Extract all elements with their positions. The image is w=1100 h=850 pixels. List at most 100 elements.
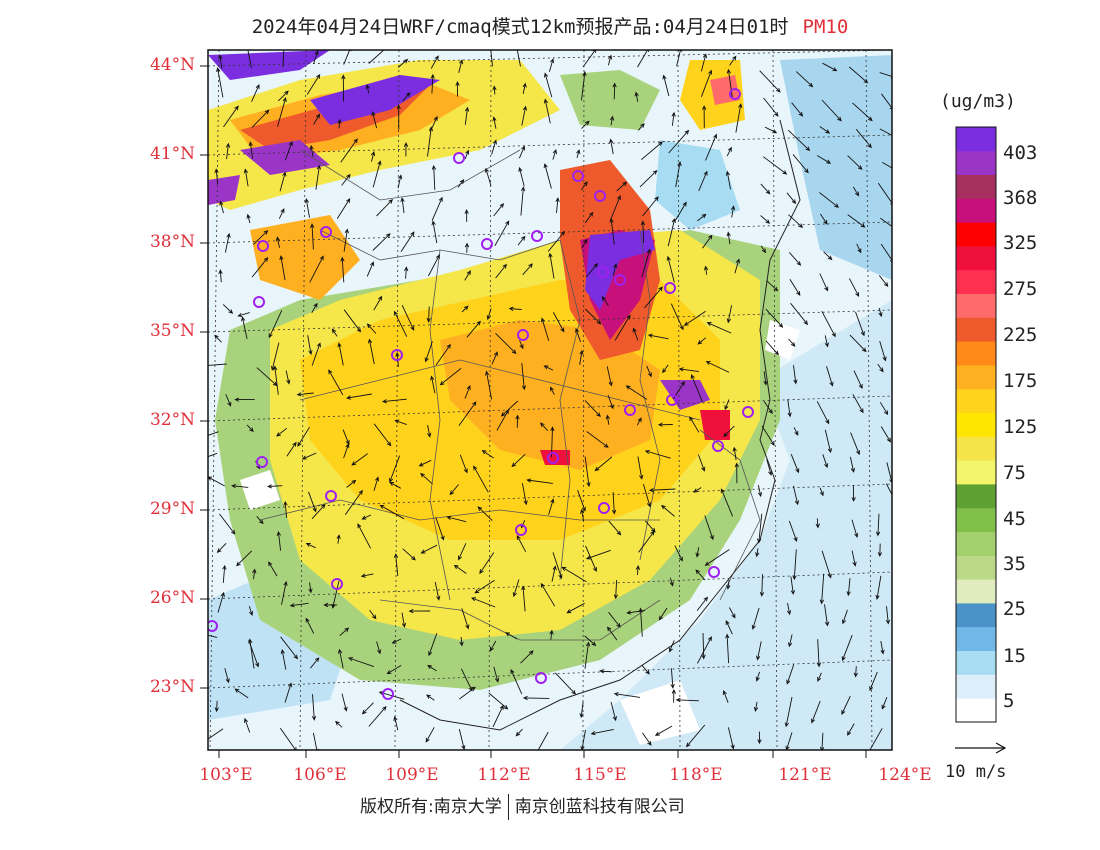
colorbar-swatch	[956, 484, 996, 509]
lat-label-29: 29°N	[149, 499, 195, 519]
lat-label-44: 44°N	[149, 55, 195, 75]
wind-arrow	[878, 275, 889, 288]
wind-arrow	[273, 365, 279, 395]
wind-arrow	[518, 166, 525, 187]
wind-arrow	[581, 71, 587, 101]
wind-arrow	[826, 366, 834, 387]
wind-arrow	[279, 171, 287, 192]
wind-arrow	[368, 50, 385, 64]
wind-arrow	[237, 312, 250, 318]
colorbar-swatch	[956, 365, 996, 390]
wind-arrow	[855, 128, 872, 149]
wind-arrow	[581, 120, 590, 129]
wind-arrow	[675, 697, 699, 703]
wind-arrow	[348, 657, 374, 668]
wind-arrow	[763, 156, 788, 175]
wind-arrow	[625, 385, 648, 400]
wind-arrow	[693, 487, 702, 493]
wind-arrow	[704, 549, 730, 566]
colorbar-swatch	[956, 198, 996, 223]
wind-arrow	[599, 669, 612, 674]
wind-arrow	[280, 648, 287, 670]
wind-arrow	[550, 386, 555, 395]
wind-arrow	[787, 399, 792, 418]
lon-label-103: 103°E	[199, 765, 253, 785]
wind-arrow	[283, 500, 288, 518]
wind-arrow	[606, 626, 618, 641]
colorbar-swatch	[956, 531, 996, 556]
wind-arrow	[425, 727, 435, 743]
wind-arrow	[726, 68, 733, 98]
wind-arrow	[308, 582, 313, 594]
city-marker	[572, 170, 584, 182]
wind-arrow	[308, 491, 317, 513]
wind-arrow	[788, 252, 802, 266]
wind-arrow	[284, 682, 293, 703]
wind-arrow	[464, 270, 471, 281]
wind-arrow	[638, 607, 643, 637]
wind-arrow	[554, 672, 577, 695]
wind-arrow	[366, 261, 375, 277]
wind-arrow	[763, 97, 779, 117]
wind-arrow	[457, 178, 465, 188]
wind-arrow	[561, 566, 587, 583]
wind-arrow	[675, 201, 687, 221]
wind-arrow	[792, 154, 809, 174]
lat-label-41: 41°N	[149, 144, 195, 164]
wind-arrow	[764, 126, 778, 134]
wind-arrow	[521, 585, 526, 612]
wind-arrow	[724, 399, 730, 411]
wind-arrow	[609, 138, 614, 155]
wind-arrow	[819, 273, 829, 292]
city-marker	[624, 404, 636, 416]
colorbar-swatch	[956, 317, 996, 342]
copyright-right: 南京创蓝科技有限公司	[514, 797, 685, 817]
colorbar-label: 75	[1003, 462, 1026, 484]
wind-arrow	[490, 50, 493, 67]
wind-arrow	[505, 632, 518, 640]
wind-arrow	[579, 349, 584, 365]
wind-arrow	[341, 173, 351, 186]
wind-arrow	[251, 109, 270, 128]
wind-arrow	[697, 454, 706, 472]
wind-arrow	[821, 99, 842, 122]
wind-arrow	[306, 73, 321, 95]
wind-arrow	[727, 727, 735, 750]
wind-arrow	[459, 636, 464, 647]
wind-arrow	[351, 453, 368, 466]
wind-arrow	[819, 732, 825, 750]
wind-arrow	[753, 701, 759, 712]
wind-arrow	[243, 717, 251, 733]
wind-arrow	[791, 102, 804, 117]
city-marker	[515, 524, 527, 536]
wind-arrow	[671, 111, 676, 126]
wind-arrow	[553, 312, 565, 333]
colorbar-swatch	[956, 341, 996, 366]
city-marker	[253, 296, 265, 308]
wind-arrow	[790, 454, 800, 474]
wind-arrow	[760, 245, 767, 254]
wind-arrow	[543, 72, 553, 98]
wind-arrow	[401, 612, 407, 628]
wind-arrow	[751, 607, 760, 630]
colorbar-swatch	[956, 603, 996, 628]
lon-label-106: 106°E	[293, 765, 347, 785]
wind-arrow	[851, 485, 856, 502]
wind-arrow	[341, 693, 348, 712]
wind-arrow	[428, 632, 438, 657]
wind-arrow	[732, 446, 737, 461]
wind-arrow	[757, 485, 763, 498]
colorbar-swatch	[956, 150, 996, 175]
lat-label-38: 38°N	[149, 232, 195, 252]
wind-arrow	[256, 516, 264, 525]
wind-arrow	[365, 84, 370, 94]
wind-arrow	[297, 426, 310, 447]
wind-arrow	[695, 569, 706, 581]
wind-arrow	[788, 520, 798, 542]
wind-arrow	[662, 74, 670, 97]
wind-arrow	[841, 609, 848, 625]
wind-arrow	[882, 162, 892, 171]
wind-arrow	[339, 627, 350, 637]
wind-arrow	[400, 231, 415, 252]
wind-arrow	[543, 98, 551, 124]
